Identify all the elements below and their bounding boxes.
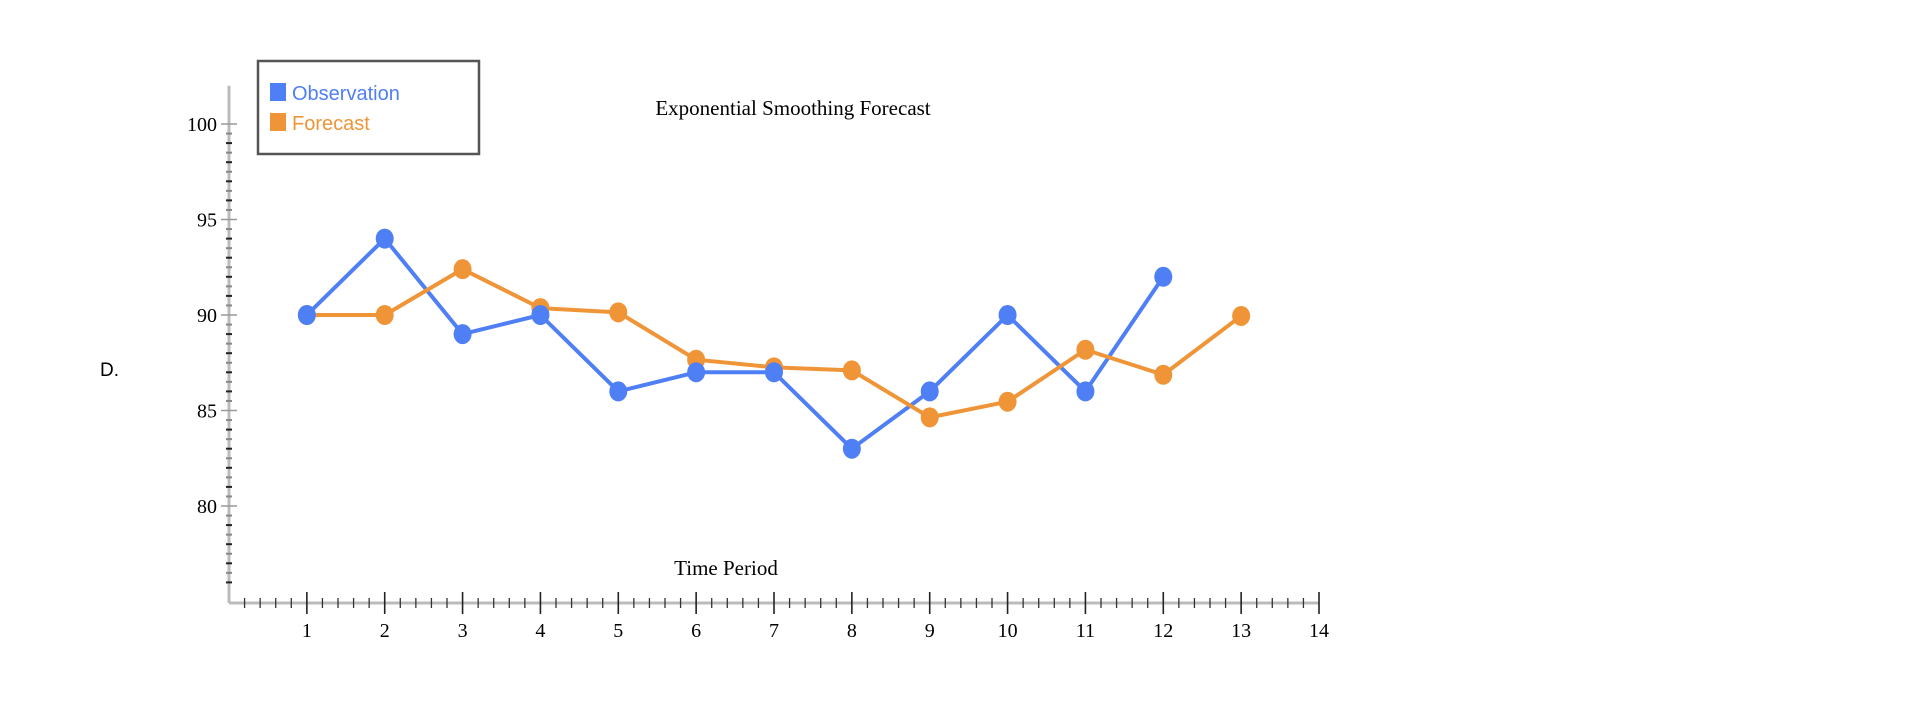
data-point-forecast <box>842 360 861 381</box>
legend-swatch-forecast <box>270 113 286 131</box>
data-point-observation <box>765 362 783 383</box>
series-layer <box>297 228 1251 459</box>
data-point-forecast <box>920 407 939 428</box>
data-point-observation <box>609 381 628 402</box>
x-tick-label: 11 <box>1076 620 1095 642</box>
data-point-observation <box>375 228 394 249</box>
x-tick-label: 5 <box>613 620 623 642</box>
data-point-observation <box>842 438 861 459</box>
y-tick-label: 80 <box>197 496 217 518</box>
x-tick-label: 13 <box>1231 620 1251 642</box>
x-tick-label: 12 <box>1153 620 1173 642</box>
option-label: D. <box>100 360 119 381</box>
x-tick-label: 4 <box>535 620 545 642</box>
data-point-observation <box>1154 266 1173 287</box>
data-point-observation <box>687 362 706 383</box>
data-point-forecast <box>453 259 472 280</box>
data-point-forecast <box>1232 305 1251 326</box>
legend-swatch-observation <box>270 83 286 101</box>
data-point-observation <box>297 305 316 325</box>
data-point-forecast <box>375 305 394 325</box>
x-axis-label: Time Period <box>674 556 778 580</box>
data-point-observation <box>1076 381 1095 402</box>
legend-label-observation: Observation <box>292 83 400 105</box>
data-point-forecast <box>998 391 1017 412</box>
x-tick-label: 6 <box>691 620 701 642</box>
x-tick-label: 9 <box>925 620 935 642</box>
data-point-observation <box>920 381 939 402</box>
data-point-forecast <box>609 302 628 323</box>
legend: Observation Forecast <box>256 59 481 156</box>
data-point-forecast <box>1154 364 1173 385</box>
data-point-observation <box>453 324 472 345</box>
x-tick-label: 10 <box>998 620 1018 642</box>
x-tick-label: 2 <box>380 620 390 642</box>
legend-box <box>256 59 481 156</box>
data-point-forecast <box>1076 339 1095 360</box>
series-line-forecast <box>306 267 1243 420</box>
data-point-observation <box>998 305 1017 325</box>
y-tick-label: 100 <box>187 114 217 136</box>
x-tick-label: 14 <box>1309 620 1329 642</box>
x-tick-label: 3 <box>458 620 468 642</box>
chart-title: Exponential Smoothing Forecast <box>655 96 930 120</box>
legend-label-forecast: Forecast <box>292 113 370 135</box>
x-tick-label: 1 <box>302 620 312 642</box>
y-tick-label: 85 <box>197 401 217 423</box>
x-tick-label: 8 <box>847 620 857 642</box>
x-tick-label: 7 <box>769 620 779 642</box>
y-tick-label: 95 <box>197 210 217 232</box>
data-point-observation <box>531 305 550 325</box>
y-tick-label: 90 <box>197 305 217 327</box>
series-line-observation <box>305 236 1165 451</box>
